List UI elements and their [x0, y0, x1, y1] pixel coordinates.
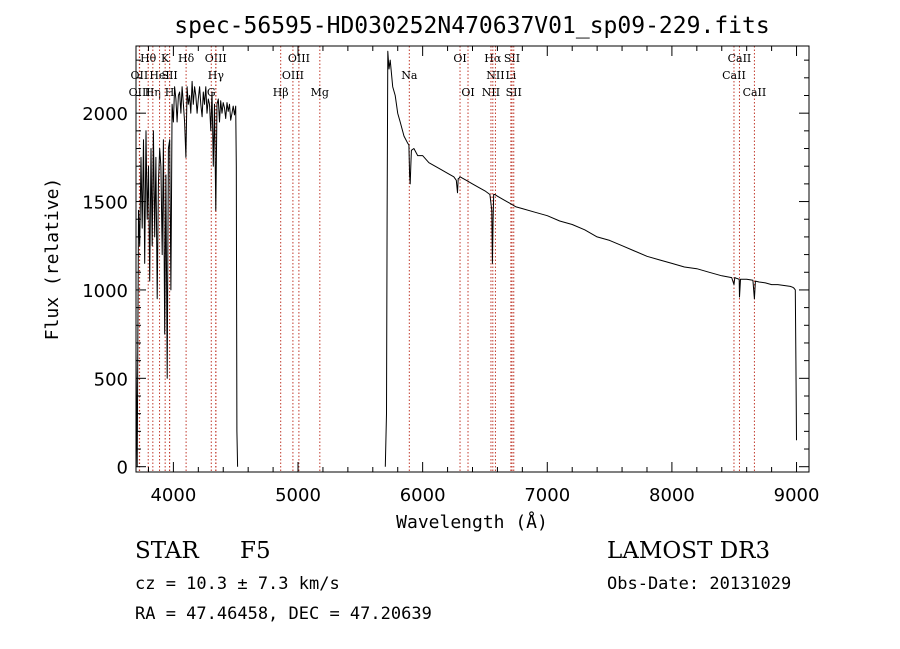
survey-name: LAMOST DR3 [607, 538, 771, 564]
x-tick-label-9000: 9000 [774, 485, 820, 506]
line-label-27: CaII [743, 86, 767, 99]
x-tick-label-8000: 8000 [649, 485, 695, 506]
line-label-18: OI [461, 86, 474, 99]
line-label-11: G [207, 86, 216, 99]
line-label-25: CaII [728, 52, 752, 65]
line-label-12: OIII [288, 52, 310, 65]
x-tick-label-5000: 5000 [275, 485, 321, 506]
line-label-24: SII [506, 86, 522, 99]
y-tick-label-0: 0 [117, 458, 128, 479]
line-label-3: Hη [145, 86, 161, 99]
line-label-17: OI [453, 52, 466, 65]
object-type: STAR [135, 538, 199, 564]
y-tick-label-500: 500 [94, 369, 128, 390]
line-label-26: CaII [722, 69, 746, 82]
line-label-5: K [161, 52, 170, 65]
x-tick-label-4000: 4000 [150, 485, 196, 506]
line-label-14: Hβ [273, 86, 289, 99]
line-label-7: H [165, 86, 175, 99]
line-label-16: Na [401, 69, 418, 82]
x-tick-label-6000: 6000 [400, 485, 446, 506]
line-label-0: Hθ [140, 52, 157, 65]
line-label-9: OIII [205, 52, 227, 65]
line-label-8: Hδ [178, 52, 195, 65]
axes: 4000 5000 6000 7000 8000 9000 0 500 1000 1500 2000 [82, 46, 819, 506]
line-label-13: OIII [282, 69, 304, 82]
line-label-22: Li [505, 69, 516, 82]
line-label-10: Hγ [208, 69, 225, 82]
line-label-20: SII [504, 52, 520, 65]
line-label-15: Mg [311, 86, 329, 99]
object-class: F5 [240, 538, 271, 564]
line-label-23: NII [482, 86, 500, 99]
series-flux-blue [135, 80, 239, 468]
x-tick-label-7000: 7000 [524, 485, 570, 506]
line-label-21: NII [486, 69, 504, 82]
y-tick-label-1500: 1500 [82, 193, 128, 214]
line-label-19: Hα [484, 52, 502, 65]
spectrum-series [135, 50, 797, 468]
y-axis-label: Flux (relative) [42, 178, 63, 341]
coordinates: RA = 47.46458, DEC = 47.20639 [135, 604, 432, 624]
line-label-2: OIII [129, 86, 151, 99]
series-flux-red [384, 50, 797, 467]
chart-title: spec-56595-HD030252N470637V01_sp09-229.f… [174, 13, 769, 39]
y-tick-label-1000: 1000 [82, 281, 128, 302]
observation-date: Obs-Date: 20131029 [607, 574, 792, 594]
x-axis-label: Wavelength (Å) [396, 511, 548, 533]
redshift-value: cz = 10.3 ± 7.3 km/s [135, 574, 340, 594]
y-tick-label-2000: 2000 [82, 104, 128, 125]
